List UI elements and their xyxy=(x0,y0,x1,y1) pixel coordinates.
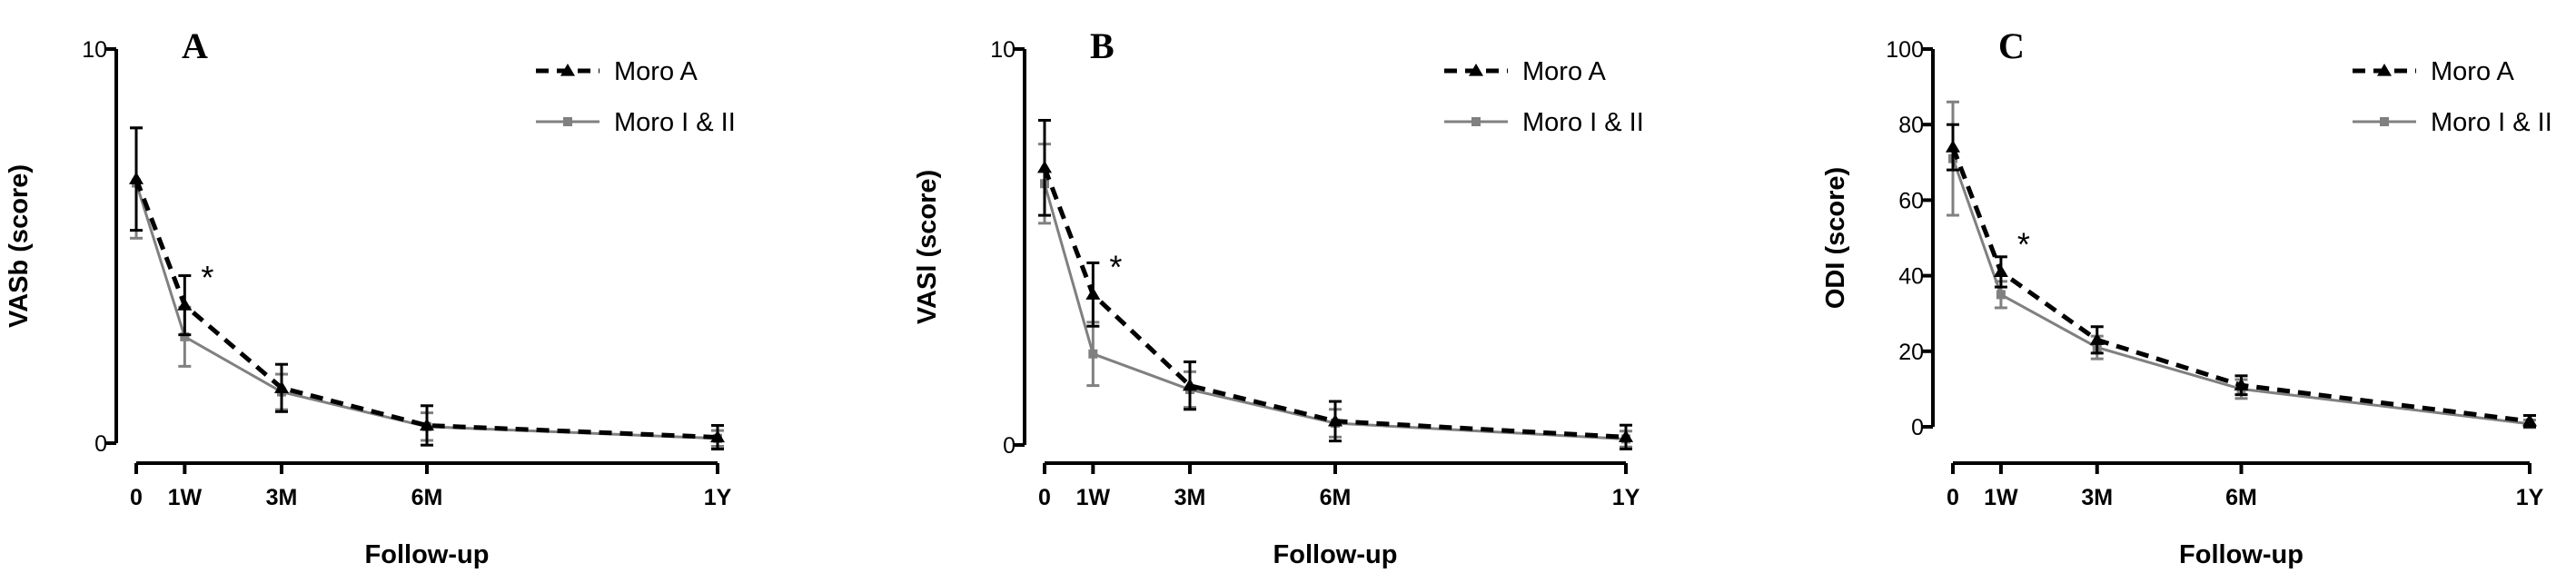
panel-letter: B xyxy=(1090,25,1115,66)
data-point xyxy=(1183,378,1197,391)
x-tick-label: 3M xyxy=(1174,485,1206,510)
x-tick-label: 3M xyxy=(2081,485,2113,510)
data-point xyxy=(274,380,289,393)
legend-item: Moro A xyxy=(536,57,698,86)
legend-swatch-marker xyxy=(1469,64,1483,76)
legend-item: Moro I & II xyxy=(1444,108,1644,137)
legend-label: Moro A xyxy=(1522,57,1607,86)
x-tick-label: 1Y xyxy=(2516,485,2544,510)
data-point xyxy=(177,298,193,311)
legend-label: Moro A xyxy=(2431,57,2515,86)
y-tick-label: 100 xyxy=(1886,37,1924,63)
x-tick-label: 0 xyxy=(1038,485,1051,510)
data-point xyxy=(180,331,190,341)
x-tick-label: 1W xyxy=(168,485,203,510)
data-point xyxy=(1328,413,1342,427)
series-line xyxy=(134,178,718,440)
series-line xyxy=(1042,166,1627,440)
y-axis-title: VASl (score) xyxy=(913,170,942,324)
legend-swatch-marker xyxy=(1471,117,1481,126)
panel-a: 0 10 0 1W 3M 6M 1Y Follow-up VASb (score) A * Moro … xyxy=(5,25,736,569)
significance-marker: * xyxy=(1109,248,1122,285)
y-tick-label: 0 xyxy=(1911,415,1924,440)
panel-b: 0 10 0 1W 3M 6M 1Y Follow-up VASl (score) B * Moro … xyxy=(913,25,1644,569)
data-point xyxy=(1037,160,1052,173)
panel-c: 0 20 40 60 80 100 0 1W 3M 6M 1Y Follow-up ODI (score… xyxy=(1821,25,2552,569)
y-tick-label: 60 xyxy=(1898,188,1924,213)
y-axis-title: ODI (score) xyxy=(1821,167,1850,309)
x-tick-label: 6M xyxy=(2225,485,2257,510)
legend-item: Moro I & II xyxy=(536,108,736,137)
data-point xyxy=(129,172,144,184)
x-tick-label: 1W xyxy=(1076,485,1111,510)
data-point xyxy=(2089,332,2105,345)
data-point xyxy=(710,430,725,443)
legend-swatch-marker xyxy=(563,117,572,126)
y-tick-label: 10 xyxy=(990,37,1016,63)
data-point xyxy=(2522,413,2537,427)
y-tick-label: 0 xyxy=(1003,433,1016,459)
x-axis-title: Follow-up xyxy=(2179,540,2304,569)
x-tick-label: 6M xyxy=(411,485,443,510)
data-point xyxy=(1088,349,1098,359)
y-tick-label: 0 xyxy=(94,431,107,457)
x-axis-title: Follow-up xyxy=(365,540,490,569)
legend-swatch-marker xyxy=(2377,64,2392,76)
legend-item: Moro I & II xyxy=(2353,108,2552,137)
y-axis-title: VASb (score) xyxy=(5,164,34,328)
x-tick-label: 1W xyxy=(1984,485,2018,510)
legend-label: Moro I & II xyxy=(614,108,736,137)
data-point xyxy=(1993,264,2008,278)
data-point xyxy=(1085,287,1101,300)
panel-letter: A xyxy=(182,25,208,66)
panel-letter: C xyxy=(1998,25,2025,66)
legend-item: Moro A xyxy=(1444,57,1607,86)
series-line xyxy=(134,183,718,440)
legend-label: Moro I & II xyxy=(1522,108,1644,137)
y-tick-label: 10 xyxy=(82,37,107,63)
x-tick-label: 6M xyxy=(1320,485,1352,510)
x-tick-label: 1Y xyxy=(1612,485,1640,510)
y-tick-label: 80 xyxy=(1898,113,1924,138)
y-tick-label: 20 xyxy=(1898,340,1924,365)
significance-marker: * xyxy=(2017,225,2030,262)
data-point xyxy=(2234,378,2249,390)
y-tick-label: 40 xyxy=(1898,264,1924,290)
legend-swatch-marker xyxy=(2380,117,2389,126)
legend-label: Moro I & II xyxy=(2431,108,2552,137)
data-point xyxy=(1946,140,1960,153)
data-point xyxy=(420,418,434,431)
significance-marker: * xyxy=(201,259,213,296)
legend-label: Moro A xyxy=(614,57,698,86)
x-tick-label: 0 xyxy=(130,485,143,510)
x-axis-title: Follow-up xyxy=(1273,540,1398,569)
x-tick-label: 1Y xyxy=(704,485,732,510)
x-tick-label: 0 xyxy=(1947,485,1959,510)
data-point xyxy=(1619,430,1633,442)
x-tick-label: 3M xyxy=(266,485,298,510)
legend-item: Moro A xyxy=(2353,57,2515,86)
legend-swatch-marker xyxy=(560,64,575,76)
data-point xyxy=(1996,290,2006,300)
